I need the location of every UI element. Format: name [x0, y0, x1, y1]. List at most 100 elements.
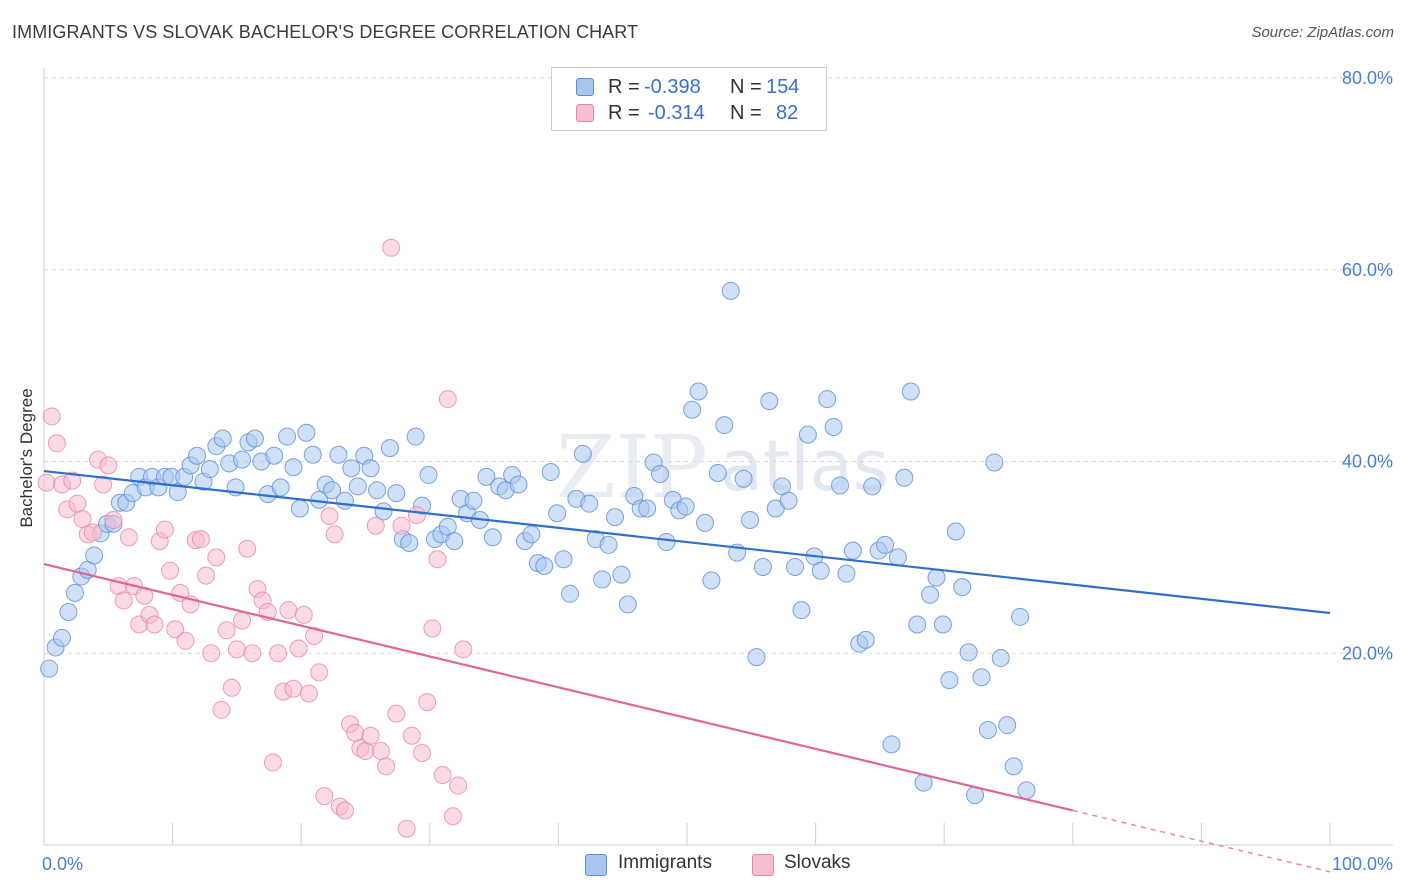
slovaks-point: [377, 757, 396, 776]
slovaks-point: [269, 644, 288, 663]
slovaks-point: [443, 807, 462, 826]
immigrants-point: [837, 564, 856, 583]
immigrants-point: [53, 628, 72, 647]
immigrants-point: [792, 601, 811, 620]
bottom-legend-label-immigrants: Immigrants: [618, 852, 712, 873]
immigrants-point: [290, 499, 309, 518]
y-tick-label: 40.0%: [1342, 452, 1393, 472]
immigrants-point: [618, 595, 637, 614]
slovaks-point: [423, 619, 442, 638]
immigrants-point: [786, 557, 805, 576]
immigrants-point: [593, 570, 612, 589]
slovaks-point: [299, 684, 318, 703]
slovaks-point: [263, 753, 282, 772]
slovaks-point: [402, 726, 421, 745]
immigrants-point: [908, 615, 927, 634]
slovaks-point: [382, 238, 401, 257]
immigrants-point: [747, 648, 766, 667]
slovaks-point: [99, 456, 118, 475]
immigrants-point: [335, 491, 354, 510]
slovaks-point: [176, 631, 195, 650]
slovaks-point: [325, 525, 344, 544]
y-tick-label: 80.0%: [1342, 68, 1393, 88]
legend-r-label: R =: [608, 75, 640, 98]
bottom-legend-label-slovaks: Slovaks: [784, 852, 851, 873]
immigrants-point: [779, 491, 798, 510]
slovaks-point: [227, 640, 246, 659]
legend-n-value: 82: [776, 101, 799, 124]
slovaks-point: [356, 742, 375, 761]
slovaks-point: [212, 700, 231, 719]
immigrants-point: [40, 659, 59, 678]
slovaks-point: [155, 520, 174, 539]
legend-n-value: 154: [766, 75, 800, 98]
slovaks-point: [166, 620, 185, 639]
slovaks-point: [197, 566, 216, 585]
immigrants-point: [818, 390, 837, 409]
immigrants-point: [882, 735, 901, 754]
slovaks-point: [243, 644, 262, 663]
immigrants-point: [856, 630, 875, 649]
immigrants-point: [831, 476, 850, 495]
immigrants-point: [580, 494, 599, 513]
gridlines: [44, 77, 1393, 654]
slovaks-point: [63, 471, 82, 490]
immigrants-point: [188, 446, 207, 465]
immigrants-point: [323, 481, 342, 500]
immigrants-point: [888, 548, 907, 567]
immigrants-point: [368, 481, 387, 500]
trend-lines: [43, 469, 1331, 873]
slovaks-point: [191, 530, 210, 549]
immigrants-point: [605, 508, 624, 527]
x-tick-label: 0.0%: [42, 854, 83, 874]
slovaks-point: [207, 548, 226, 567]
immigrants-point: [265, 446, 284, 465]
chart-title: IMMIGRANTS VS SLOVAK BACHELOR'S DEGREE C…: [12, 22, 639, 42]
legend-swatch-immigrants: [576, 78, 594, 96]
slovaks-point: [346, 723, 365, 742]
immigrants-point: [168, 483, 187, 502]
bottom-legend-swatch-slovaks: [752, 854, 774, 876]
immigrants-point: [876, 535, 895, 554]
immigrants-point: [721, 281, 740, 300]
y-axis-label: Bachelor's Degree: [17, 388, 36, 527]
immigrants-point: [843, 541, 862, 560]
slovaks-point: [449, 776, 468, 795]
immigrants-point: [599, 535, 618, 554]
immigrants-point: [419, 465, 438, 484]
immigrants-point: [200, 460, 219, 479]
immigrants-point: [638, 499, 657, 518]
immigrants-point: [509, 475, 528, 494]
bottom-legend-swatch-immigrants: [585, 854, 607, 876]
immigrants-point: [245, 429, 264, 448]
slovaks-point: [413, 743, 432, 762]
immigrants-point: [991, 649, 1010, 668]
slovaks-point: [119, 528, 138, 547]
x-tick-label: 100.0%: [1332, 854, 1393, 874]
slovaks-point: [83, 523, 102, 542]
immigrants-point: [380, 439, 399, 458]
slovaks-point: [238, 539, 257, 558]
immigrants-point: [348, 477, 367, 496]
slovaks-point: [202, 644, 221, 663]
immigrants-point: [278, 427, 297, 446]
immigrants-point: [901, 382, 920, 401]
legend-r-label: R =: [608, 101, 640, 124]
slovaks-point: [454, 640, 473, 659]
immigrants-point: [753, 557, 772, 576]
slovaks-point: [397, 819, 416, 838]
immigrants-point: [863, 477, 882, 496]
immigrants-point: [65, 583, 84, 602]
slovaks-trend-line: [43, 563, 1074, 812]
immigrants-point: [708, 464, 727, 483]
slovaks-point: [335, 801, 354, 820]
immigrants-point: [541, 463, 560, 482]
slovaks-point: [279, 601, 298, 620]
slovaks-point: [387, 704, 406, 723]
y-tick-label: 60.0%: [1342, 260, 1393, 280]
immigrants-point: [387, 484, 406, 503]
immigrants-point: [361, 459, 380, 478]
immigrants-point: [1011, 607, 1030, 626]
immigrants-point: [811, 561, 830, 580]
immigrants-point: [998, 716, 1017, 735]
